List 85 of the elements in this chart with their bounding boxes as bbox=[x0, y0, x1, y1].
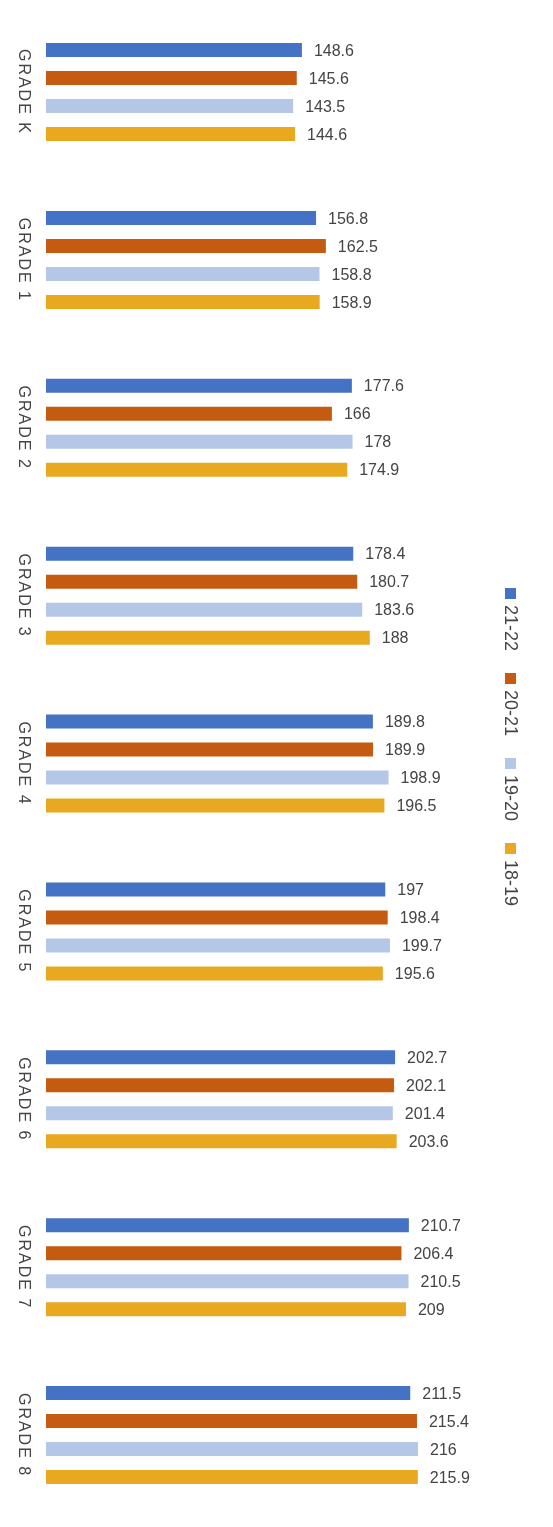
bar bbox=[46, 434, 353, 449]
bar bbox=[46, 602, 363, 617]
data-label: 162.5 bbox=[337, 237, 378, 255]
bar bbox=[46, 1414, 417, 1429]
data-label: 202.7 bbox=[407, 1049, 448, 1067]
bar bbox=[46, 1274, 409, 1289]
bar bbox=[46, 1386, 411, 1401]
bar bbox=[46, 1134, 397, 1149]
bar bbox=[46, 1218, 409, 1233]
data-label: 156.8 bbox=[328, 209, 369, 227]
bar bbox=[46, 210, 317, 225]
bar bbox=[46, 770, 389, 785]
bar bbox=[46, 1442, 418, 1457]
data-label: 201.4 bbox=[404, 1105, 445, 1123]
data-label: 180.7 bbox=[369, 573, 410, 591]
data-label: 197 bbox=[397, 881, 425, 899]
bar bbox=[46, 882, 386, 897]
data-label: 158.9 bbox=[331, 293, 372, 311]
bar bbox=[46, 43, 302, 57]
bar bbox=[46, 462, 348, 477]
data-label: 158.8 bbox=[331, 265, 372, 283]
y-tick-label: GRADE K bbox=[15, 48, 33, 135]
bar bbox=[46, 546, 354, 561]
legend-label: 21-22 bbox=[500, 605, 521, 652]
data-label: 202.1 bbox=[406, 1077, 447, 1095]
bar bbox=[46, 266, 320, 281]
legend-label: 18-19 bbox=[500, 860, 521, 907]
data-label: 188 bbox=[381, 629, 409, 647]
data-label: 215.9 bbox=[429, 1468, 470, 1486]
bar bbox=[46, 127, 296, 141]
bar bbox=[46, 1302, 406, 1317]
data-label: 189.9 bbox=[385, 741, 426, 759]
y-tick-label: GRADE 7 bbox=[15, 1225, 33, 1310]
data-label: 174.9 bbox=[359, 461, 400, 479]
data-label: 210.7 bbox=[420, 1216, 462, 1234]
y-tick-label: GRADE 3 bbox=[15, 553, 33, 638]
data-label: 166 bbox=[343, 405, 371, 423]
bar bbox=[46, 742, 374, 757]
bar bbox=[46, 1106, 393, 1121]
bar bbox=[46, 406, 332, 421]
y-tick-label: GRADE 1 bbox=[15, 217, 33, 302]
data-label: 210.5 bbox=[420, 1272, 461, 1290]
data-label: 144.6 bbox=[307, 125, 348, 143]
bar bbox=[46, 938, 390, 953]
data-label: 178 bbox=[364, 433, 392, 451]
data-label: 189.8 bbox=[384, 713, 426, 731]
legend-label: 20-21 bbox=[500, 690, 521, 737]
bar bbox=[46, 798, 385, 813]
bar bbox=[46, 910, 388, 925]
bar bbox=[46, 966, 383, 981]
bar bbox=[46, 378, 352, 393]
data-label: 177.6 bbox=[363, 377, 405, 395]
data-label: 209 bbox=[417, 1300, 445, 1318]
data-label: 211.5 bbox=[422, 1384, 462, 1402]
data-label: 143.5 bbox=[305, 97, 346, 115]
bar bbox=[46, 1078, 395, 1093]
bar bbox=[46, 99, 294, 113]
data-label: 203.6 bbox=[408, 1133, 449, 1151]
data-label: 178.4 bbox=[365, 545, 406, 563]
bar bbox=[46, 1050, 396, 1065]
bar bbox=[46, 71, 297, 85]
data-label: 206.4 bbox=[413, 1244, 454, 1262]
data-label: 198.9 bbox=[400, 769, 441, 787]
y-tick-label: GRADE 4 bbox=[15, 721, 33, 806]
bar bbox=[46, 1470, 418, 1485]
data-label: 196.5 bbox=[396, 797, 437, 815]
data-label: 198.4 bbox=[399, 909, 440, 927]
data-label: 216 bbox=[430, 1440, 457, 1458]
data-label: 199.7 bbox=[401, 937, 443, 955]
data-label: 195.6 bbox=[394, 965, 436, 983]
data-label: 145.6 bbox=[308, 69, 349, 87]
bar bbox=[46, 714, 373, 729]
bar bbox=[46, 238, 326, 253]
bar bbox=[46, 294, 320, 309]
data-label: 215.4 bbox=[428, 1412, 470, 1430]
y-tick-label: GRADE 2 bbox=[15, 385, 33, 470]
data-label: 183.6 bbox=[374, 601, 415, 619]
legend-label: 19-20 bbox=[500, 775, 521, 822]
y-tick-label: GRADE 8 bbox=[15, 1392, 33, 1478]
bar bbox=[46, 1246, 402, 1261]
data-label: 148.6 bbox=[313, 41, 355, 59]
bar bbox=[46, 574, 358, 589]
bar bbox=[46, 630, 370, 645]
y-tick-label: GRADE 5 bbox=[15, 889, 33, 974]
y-tick-label: GRADE 6 bbox=[15, 1057, 33, 1142]
